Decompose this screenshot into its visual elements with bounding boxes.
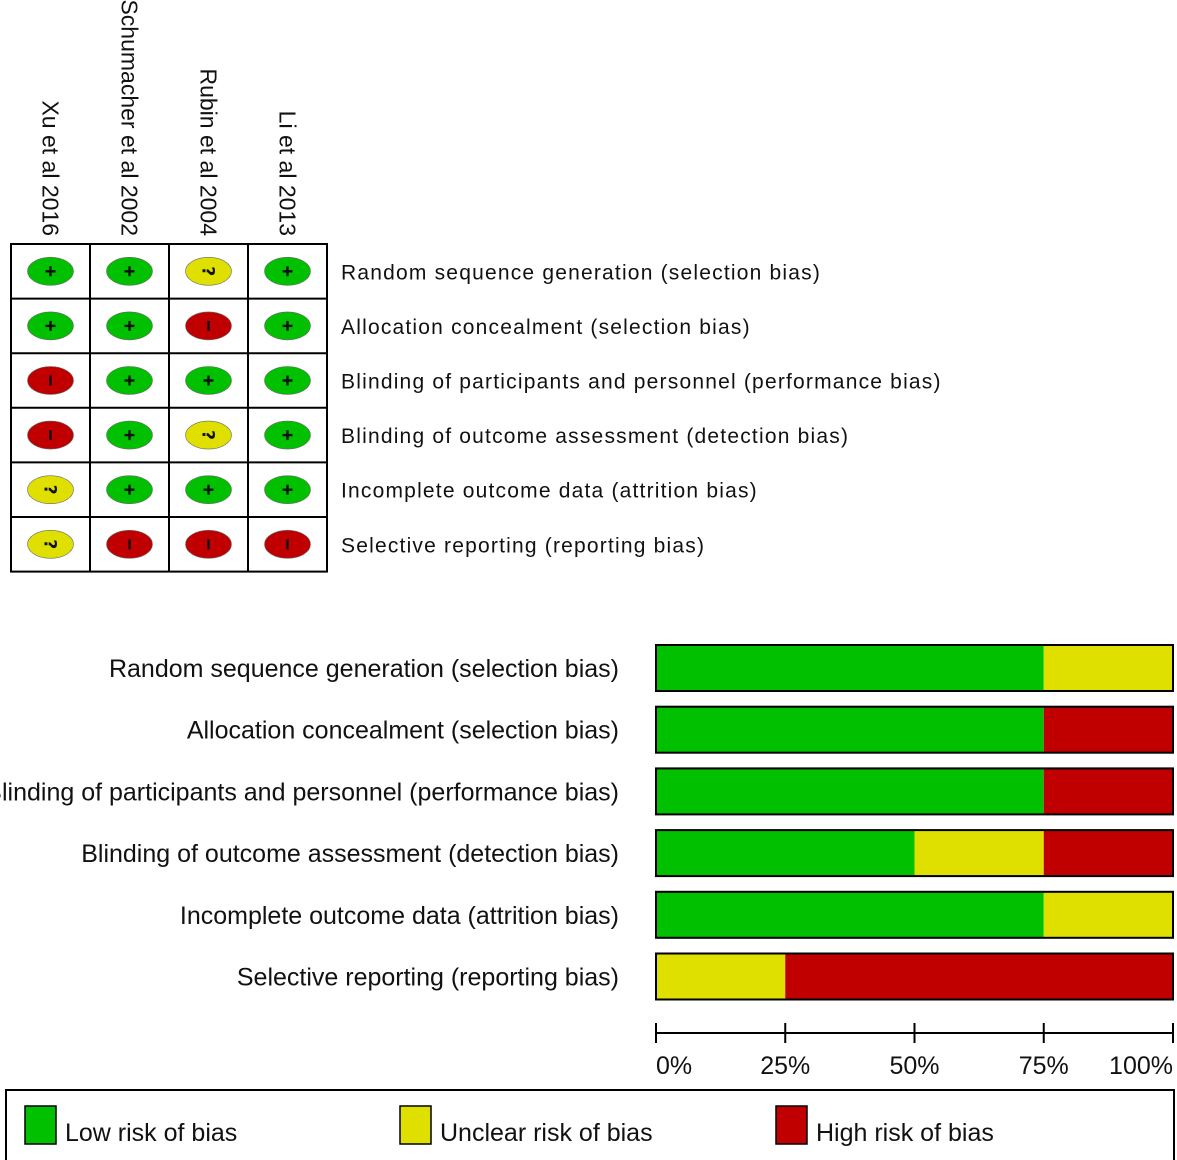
x-tick-label: 75% [1019,1052,1069,1080]
bar-segment [656,830,915,877]
summary-domain-label: Blinding of outcome assessment (detectio… [341,425,849,448]
study-label: Schumacher et al 2002 [117,0,143,236]
study-label: Xu et al 2016 [38,100,64,236]
judgement-low-dot [27,256,74,286]
judgement-low-dot [106,366,153,395]
bar-segment [656,891,1044,938]
bar-outline [655,829,1174,878]
summary-domain-label: Blinding of participants and personnel (… [341,371,942,394]
graph-domain-label: Allocation concealment (selection bias) [187,717,619,745]
legend-swatch [24,1105,57,1145]
judgement-high-dot [185,529,232,559]
judgement-low-dot [27,311,74,341]
bar-segment [1043,830,1173,877]
summary-domain-label: Allocation concealment (selection bias) [341,316,751,339]
judgement-high-dot [264,529,311,559]
bar-segment [785,953,1173,1000]
judgement-low-dot [185,475,232,505]
graph-domain-label: Random sequence generation (selection bi… [109,655,619,683]
graph-domain-label: Incomplete outcome data (attrition bias) [180,902,619,930]
x-tick-label: 50% [889,1052,939,1080]
graph-domain-label: Blinding of participants and personnel (… [0,778,619,806]
legend-label: Low risk of bias [65,1119,237,1147]
judgement-unclear-dot: ? [27,529,74,559]
study-label: Li et al 2013 [275,111,301,236]
bar-segment [1043,768,1173,815]
risk-of-bias-summary: Xu et al 2016 Schumacher et al 2002 Rubin … [10,0,942,573]
bar-segment [1043,891,1173,938]
bar-outline [655,705,1174,754]
bar-outline [655,952,1174,1001]
bar-outline [655,890,1174,939]
x-tick-label: 25% [760,1052,810,1080]
summary-domain-label: Random sequence generation (selection bi… [341,261,821,284]
judgement-low-dot [264,475,311,505]
bar-segment [1043,706,1173,753]
study-label: Rubin et al 2004 [196,68,222,236]
judgement-high-dot [185,311,232,341]
unclear-risk-dot [185,256,232,286]
legend-label: Unclear risk of bias [440,1119,653,1147]
bar-segment [656,706,1044,753]
judgement-unclear-dot: ? [185,256,232,286]
summary-domain-label: Selective reporting (reporting bias) [341,534,705,557]
bar-segment [656,953,786,1000]
bar-outline [655,767,1174,816]
judgement-low-dot [264,311,311,341]
judgement-low-dot [106,420,153,450]
question-icon: ? [198,266,218,276]
bar-segment [1043,645,1173,691]
legend-swatch [399,1105,432,1145]
graph-domain-label: Blinding of outcome assessment (detectio… [81,840,619,868]
judgement-unclear-dot: ? [27,475,74,505]
summary-domain-label: Incomplete outcome data (attrition bias) [341,480,758,503]
unclear-risk-dot [27,529,74,559]
judgement-high-dot [27,420,74,450]
judgement-low-dot [264,366,311,395]
unclear-risk-dot [185,420,232,450]
bar-segment [656,768,1044,815]
legend-label: High risk of bias [816,1119,994,1147]
x-tick-label: 0% [656,1052,692,1080]
question-icon: ? [40,539,60,549]
bar-segment [914,830,1044,877]
bar-outline [655,644,1174,692]
question-icon: ? [198,430,218,440]
legend-box [5,1089,1175,1160]
x-tick-label: 100% [1109,1052,1173,1080]
legend-swatch [775,1105,808,1145]
judgement-low-dot [106,256,153,286]
judgement-low-dot [185,366,232,395]
unclear-risk-dot [27,475,74,505]
judgement-low-dot [264,420,311,450]
judgement-high-dot [106,529,153,559]
judgement-unclear-dot: ? [185,420,232,450]
judgement-low-dot [106,475,153,505]
graph-domain-label: Selective reporting (reporting bias) [237,964,619,992]
judgement-low-dot [264,256,311,286]
bar-segment [656,645,1044,691]
judgement-low-dot [106,311,153,341]
question-icon: ? [40,485,60,495]
judgement-high-dot [27,366,74,395]
